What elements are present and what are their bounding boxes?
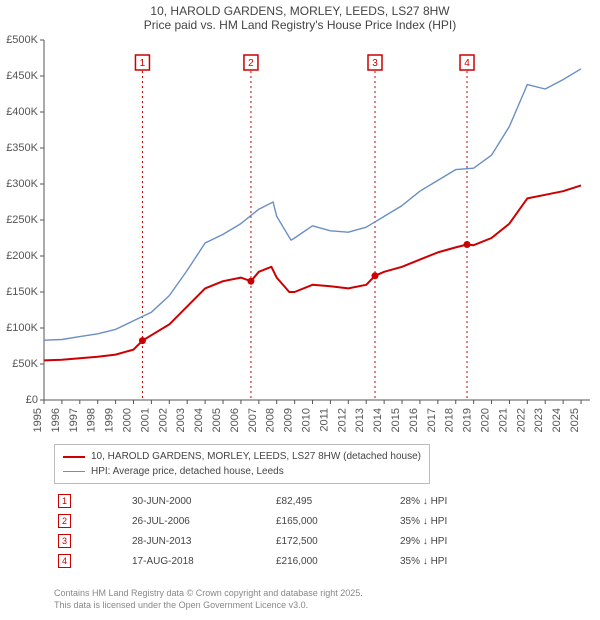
- svg-text:2015: 2015: [390, 408, 402, 432]
- sale-delta: 35% ↓ HPI: [398, 512, 457, 530]
- svg-text:2010: 2010: [301, 408, 313, 432]
- svg-text:£350K: £350K: [6, 142, 38, 154]
- svg-text:2017: 2017: [426, 408, 438, 432]
- svg-text:2002: 2002: [157, 408, 169, 432]
- sale-row: 2 26-JUL-2006£165,00035% ↓ HPI: [56, 512, 457, 530]
- footer: Contains HM Land Registry data © Crown c…: [54, 588, 363, 611]
- svg-text:2023: 2023: [533, 408, 545, 432]
- sale-number-box: 2: [58, 514, 71, 528]
- sale-delta: 28% ↓ HPI: [398, 492, 457, 510]
- sale-price: £216,000: [274, 552, 396, 570]
- svg-text:2003: 2003: [175, 408, 187, 432]
- sale-delta: 35% ↓ HPI: [398, 552, 457, 570]
- legend-label: HPI: Average price, detached house, Leed…: [91, 464, 284, 479]
- sale-price: £172,500: [274, 532, 396, 550]
- sales-table: 1 30-JUN-2000£82,49528% ↓ HPI 2 26-JUL-2006…: [54, 490, 459, 572]
- line-chart: £0 £50K £100K £150K £200K £250K £300K £350K £400…: [0, 0, 600, 440]
- sale-row: 1 30-JUN-2000£82,49528% ↓ HPI: [56, 492, 457, 510]
- sale-number-box: 1: [58, 494, 71, 508]
- svg-text:2006: 2006: [229, 408, 241, 432]
- sale-number-box: 3: [58, 534, 71, 548]
- svg-text:£0: £0: [26, 394, 38, 406]
- svg-text:2014: 2014: [372, 408, 384, 432]
- legend-swatch: [63, 456, 85, 458]
- sale-date: 30-JUN-2000: [130, 492, 272, 510]
- svg-text:£100K: £100K: [6, 322, 38, 334]
- svg-text:1999: 1999: [104, 408, 116, 432]
- svg-text:1: 1: [140, 58, 146, 69]
- svg-text:2021: 2021: [497, 408, 509, 432]
- svg-text:2004: 2004: [193, 408, 205, 432]
- svg-text:£500K: £500K: [6, 34, 38, 46]
- sale-price: £82,495: [274, 492, 396, 510]
- svg-text:1997: 1997: [68, 408, 80, 432]
- svg-text:1995: 1995: [32, 408, 44, 432]
- svg-text:3: 3: [372, 58, 378, 69]
- svg-text:2018: 2018: [444, 408, 456, 432]
- legend-item: HPI: Average price, detached house, Leed…: [63, 464, 421, 479]
- footer-line2: This data is licensed under the Open Gov…: [54, 600, 363, 612]
- svg-text:£400K: £400K: [6, 106, 38, 118]
- sale-delta: 29% ↓ HPI: [398, 532, 457, 550]
- svg-text:£150K: £150K: [6, 286, 38, 298]
- svg-text:2024: 2024: [551, 408, 563, 432]
- svg-text:£250K: £250K: [6, 214, 38, 226]
- svg-text:2007: 2007: [247, 408, 259, 432]
- svg-text:2019: 2019: [462, 408, 474, 432]
- svg-text:2012: 2012: [336, 408, 348, 432]
- svg-text:£200K: £200K: [6, 250, 38, 262]
- chart-page: { "title_line1": "10, HAROLD GARDENS, MO…: [0, 0, 600, 620]
- svg-text:2001: 2001: [139, 408, 151, 432]
- svg-text:2000: 2000: [122, 408, 134, 432]
- sale-date: 17-AUG-2018: [130, 552, 272, 570]
- svg-text:2008: 2008: [265, 408, 277, 432]
- sale-price: £165,000: [274, 512, 396, 530]
- svg-text:2016: 2016: [408, 408, 420, 432]
- svg-text:1996: 1996: [50, 408, 62, 432]
- svg-text:2022: 2022: [515, 408, 527, 432]
- sale-date: 28-JUN-2013: [130, 532, 272, 550]
- svg-text:£50K: £50K: [12, 358, 38, 370]
- sale-row: 4 17-AUG-2018£216,00035% ↓ HPI: [56, 552, 457, 570]
- svg-text:2013: 2013: [354, 408, 366, 432]
- sale-row: 3 28-JUN-2013£172,50029% ↓ HPI: [56, 532, 457, 550]
- sale-number-box: 4: [58, 554, 71, 568]
- svg-text:£300K: £300K: [6, 178, 38, 190]
- footer-line1: Contains HM Land Registry data © Crown c…: [54, 588, 363, 600]
- legend: 10, HAROLD GARDENS, MORLEY, LEEDS, LS27 …: [54, 444, 430, 484]
- legend-swatch: [63, 471, 85, 472]
- svg-text:2: 2: [248, 58, 254, 69]
- svg-text:1998: 1998: [86, 408, 98, 432]
- svg-text:2009: 2009: [283, 408, 295, 432]
- legend-item: 10, HAROLD GARDENS, MORLEY, LEEDS, LS27 …: [63, 449, 421, 464]
- svg-text:4: 4: [464, 58, 470, 69]
- svg-text:2011: 2011: [318, 408, 330, 432]
- svg-text:2020: 2020: [480, 408, 492, 432]
- svg-text:2025: 2025: [569, 408, 581, 432]
- legend-label: 10, HAROLD GARDENS, MORLEY, LEEDS, LS27 …: [91, 449, 421, 464]
- sale-date: 26-JUL-2006: [130, 512, 272, 530]
- svg-text:£450K: £450K: [6, 70, 38, 82]
- svg-text:2005: 2005: [211, 408, 223, 432]
